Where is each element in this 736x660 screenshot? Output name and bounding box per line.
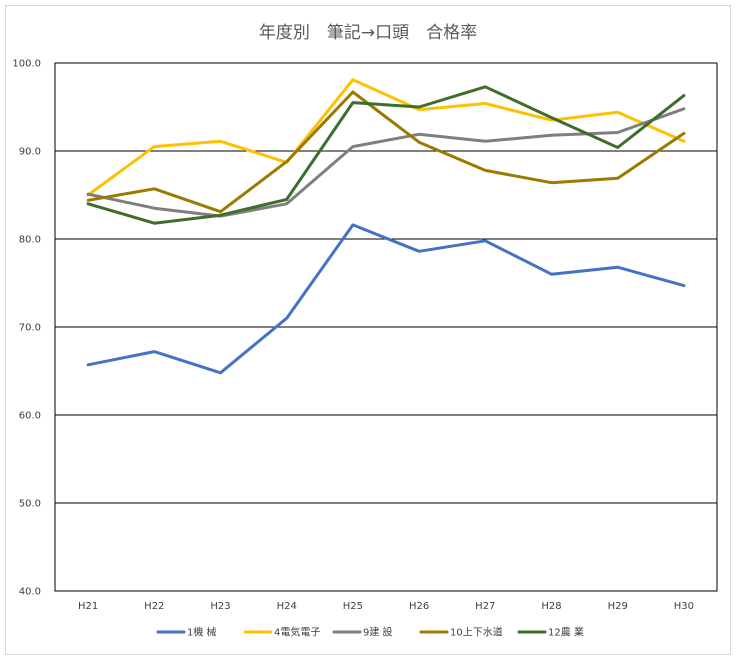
x-tick-label: H25: [343, 601, 363, 612]
series-line-2: [86, 78, 686, 197]
x-axis-labels: H21 H22 H23 H24 H25 H26 H27 H28 H29 H30: [78, 601, 694, 612]
y-tick-label: 100.0: [12, 59, 41, 70]
x-tick-label: H30: [674, 601, 694, 612]
y-tick-label: 80.0: [19, 235, 41, 246]
series-line-5: [86, 85, 686, 225]
legend: 1機 械 4電気電子 9建 設 10上下水道 12農 業: [156, 626, 584, 639]
x-tick-label: H21: [78, 601, 98, 612]
x-tick-label: H27: [475, 601, 495, 612]
series-lines: [86, 78, 686, 375]
y-tick-label: 60.0: [19, 411, 41, 422]
x-tick-label: H29: [608, 601, 628, 612]
y-tick-label: 40.0: [19, 587, 41, 598]
y-tick-label: 70.0: [19, 323, 41, 334]
legend-label: 9建 設: [363, 626, 393, 639]
chart-title: 年度別 筆記→口頭 合格率: [259, 23, 477, 43]
x-tick-label: H23: [210, 601, 230, 612]
series-line-4: [86, 90, 686, 214]
x-tick-label: H22: [144, 601, 164, 612]
y-tick-label: 50.0: [19, 499, 41, 510]
y-axis-labels: 40.0 50.0 60.0 70.0 80.0 90.0 100.0: [12, 59, 41, 598]
x-tick-label: H28: [541, 601, 561, 612]
series-line-3: [86, 107, 686, 218]
x-tick-label: H24: [277, 601, 297, 612]
y-tick-label: 90.0: [19, 147, 41, 158]
legend-label: 4電気電子: [274, 626, 320, 639]
legend-label: 10上下水道: [450, 626, 503, 639]
legend-label: 1機 械: [187, 626, 217, 639]
legend-label: 12農 業: [548, 626, 584, 639]
gridlines: [55, 150, 717, 504]
series-line-1: [86, 223, 686, 375]
x-tick-label: H26: [409, 601, 429, 612]
